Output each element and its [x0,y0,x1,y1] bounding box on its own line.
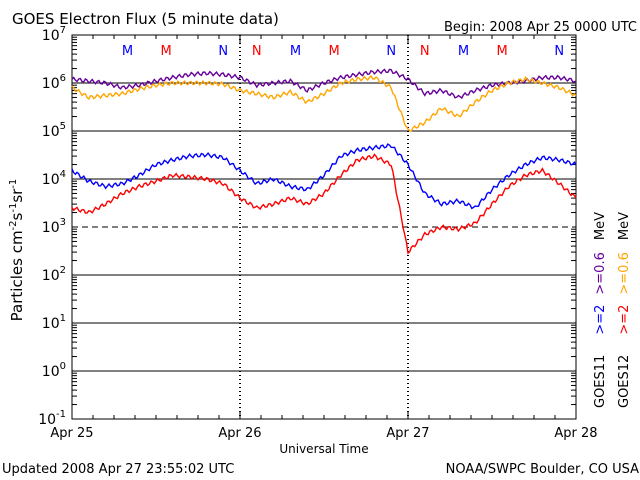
y-tick-label: 100 [42,361,66,380]
local-time-marker: M [496,44,507,59]
right-legend: GOES11>=2>=0.6MeV GOES12>=2>=0.6MeV [593,212,632,408]
local-time-marker: N [554,44,564,59]
local-time-marker: N [420,44,430,59]
y-tick-label: 101 [42,313,66,332]
local-time-marker: M [160,44,171,59]
y-tick-label: 106 [42,73,66,92]
x-tick-label: Apr 26 [218,426,261,441]
x-axis-label: Universal Time [279,442,368,456]
local-time-marker: M [122,44,133,59]
y-tick-label: 107 [42,25,66,44]
legend-goes11: GOES11>=2>=0.6MeV [593,212,608,408]
x-tick-label: Apr 28 [554,426,597,441]
x-tick-label: Apr 25 [50,426,93,441]
updated-timestamp: Updated 2008 Apr 27 23:55:02 UTC [2,462,234,477]
y-tick-label: 103 [42,217,66,236]
series-line [71,68,577,100]
local-time-marker: M [328,44,339,59]
y-tick-label: 104 [42,169,66,188]
x-tick-label: Apr 27 [386,426,429,441]
chart-title: GOES Electron Flux (5 minute data) [12,10,279,28]
begin-date: Begin: 2008 Apr 25 0000 UTC [444,20,637,35]
y-axis-label: Particles cm-2s-1sr-1 [8,179,26,322]
local-time-marker: N [386,44,396,59]
y-tick-label: 10-1 [38,409,66,428]
legend-goes12: GOES12>=2>=0.6MeV [617,212,632,408]
local-time-marker: M [290,44,301,59]
series-line [71,143,577,210]
y-tick-label: 102 [42,265,66,284]
local-time-marker: M [458,44,469,59]
local-time-marker: N [252,44,262,59]
local-time-marker: N [218,44,228,59]
credit-text: NOAA/SWPC Boulder, CO USA [446,462,639,477]
series-line [71,75,577,132]
series-line [71,153,577,255]
y-tick-label: 105 [42,121,66,140]
